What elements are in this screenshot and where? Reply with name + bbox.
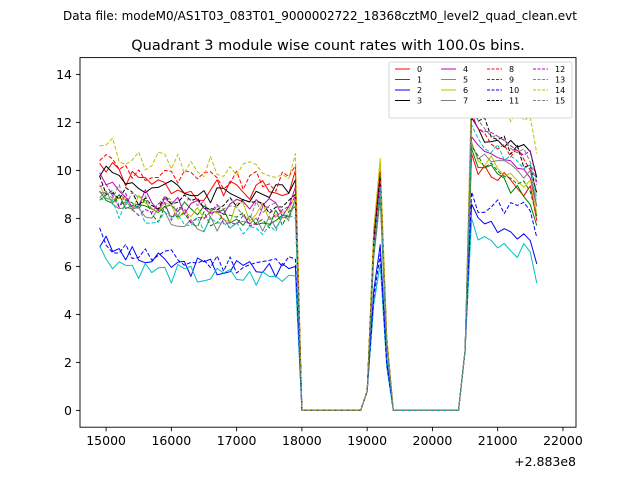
x-tick-label: 18000: [282, 433, 322, 448]
legend-label-5: 5: [463, 75, 468, 84]
legend-label-6: 6: [463, 86, 468, 95]
legend-label-3: 3: [417, 96, 422, 105]
legend-label-8: 8: [509, 65, 514, 74]
y-tick-label: 2: [64, 355, 72, 370]
legend-label-0: 0: [417, 65, 422, 74]
series-line-9: [99, 145, 538, 411]
legend-label-12: 12: [555, 65, 565, 74]
series-layer: [99, 78, 538, 411]
legend-label-14: 14: [555, 86, 565, 95]
x-tick-label: 19000: [347, 433, 387, 448]
y-tick-label: 12: [56, 115, 72, 130]
legend-label-7: 7: [463, 96, 468, 105]
legend-label-10: 10: [509, 86, 519, 95]
series-line-1: [99, 148, 538, 411]
y-tick-label: 0: [64, 403, 72, 418]
x-tick-label: 15000: [86, 433, 126, 448]
y-tick-label: 14: [56, 67, 72, 82]
chart-suptitle: Data file: modeM0/AS1T03_083T01_90000027…: [63, 9, 577, 23]
legend-label-13: 13: [555, 75, 565, 84]
series-line-5: [99, 217, 538, 411]
y-tick-label: 8: [64, 211, 72, 226]
y-tick-label: 6: [64, 259, 72, 274]
series-line-0: [99, 153, 538, 411]
legend-label-4: 4: [463, 65, 468, 74]
chart-title: Quadrant 3 module wise count rates with …: [131, 38, 525, 54]
x-tick-label: 16000: [151, 433, 191, 448]
series-line-6: [99, 141, 538, 411]
x-tick-label: 17000: [217, 433, 257, 448]
x-tick-label: 20000: [413, 433, 453, 448]
legend-label-9: 9: [509, 75, 514, 84]
y-tick-label: 4: [64, 307, 72, 322]
y-tick-label: 10: [56, 163, 72, 178]
legend-label-11: 11: [509, 96, 519, 105]
plot-frame: [79, 57, 577, 428]
axes-layer: 15000 16000 17000 18000 19000 20000 21000 22000…: [56, 67, 583, 448]
legend-label-1: 1: [417, 75, 422, 84]
series-line-15: [99, 112, 538, 411]
legend-label-15: 15: [555, 96, 565, 105]
x-offset-label: +2.883e8: [514, 454, 576, 469]
x-tick-label: 21000: [478, 433, 518, 448]
legend-label-2: 2: [417, 86, 422, 95]
legend-frame: [388, 61, 573, 119]
x-tick-label: 22000: [543, 433, 583, 448]
